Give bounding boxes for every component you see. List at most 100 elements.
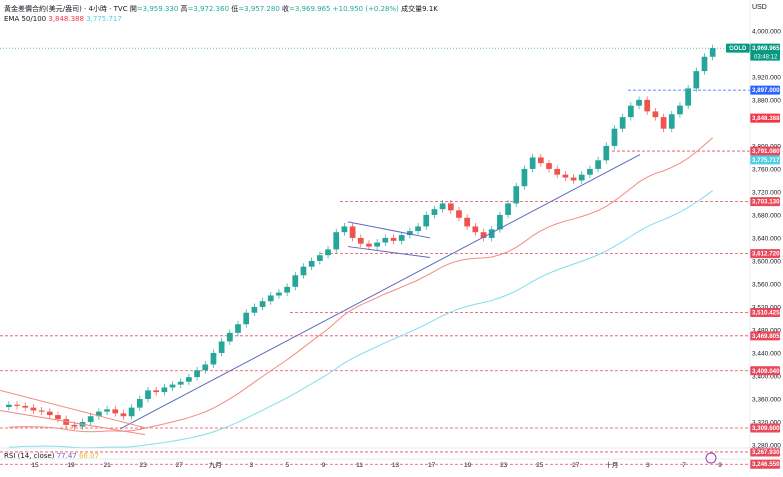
rsi-label: RSI (14, close) <box>4 452 55 460</box>
price-badge <box>750 155 780 165</box>
ema50-line <box>8 137 714 433</box>
price-badge <box>750 197 780 207</box>
y-tick-label: 3,720.000 <box>752 189 781 196</box>
price-badge <box>750 85 780 95</box>
price-badge-value: 3,612.720 <box>752 251 780 258</box>
price-badge-value: 3,703.130 <box>752 199 780 206</box>
candle-body <box>382 237 389 243</box>
candle-body <box>349 226 356 238</box>
x-tick-label: 19 <box>464 462 472 469</box>
wedge-upper <box>347 221 431 239</box>
candle-body <box>284 286 290 293</box>
candle-body <box>415 226 421 232</box>
candle-body <box>316 255 323 261</box>
candle-body <box>251 306 258 313</box>
candle-body <box>202 364 209 371</box>
price-badge-value: 3,848.388 <box>752 115 780 122</box>
price-badge <box>750 447 780 457</box>
x-tick-label: 11 <box>356 462 363 469</box>
candle-body <box>169 384 176 388</box>
price-badge <box>750 366 780 376</box>
candle-body <box>513 186 520 204</box>
price-badge-value: 3,897.000 <box>752 87 780 94</box>
x-tick-label: 19 <box>67 462 75 469</box>
close-label: 收 <box>282 5 290 13</box>
symbol-title: 黃金差價合約(美元/盎司) · 4小時 · TVC <box>4 5 128 13</box>
channel-lower <box>0 409 146 436</box>
candle-body <box>407 231 413 236</box>
candle-body <box>366 243 372 247</box>
candle-body <box>87 416 94 422</box>
candle-body <box>521 168 528 187</box>
candle-body <box>439 203 446 210</box>
rsi-legend[interactable]: RSI (14, close) 77.47 66.07 <box>4 452 99 460</box>
high-value: =3,972.360 <box>187 5 230 13</box>
candle-body <box>128 407 135 417</box>
candle-body <box>554 168 561 175</box>
candle-body <box>226 332 233 342</box>
x-tick-label: 7 <box>682 462 686 469</box>
candle-body <box>341 226 348 233</box>
candle-body <box>104 409 110 412</box>
candle-body <box>259 301 266 307</box>
candle-body <box>546 163 552 169</box>
ema-legend[interactable]: EMA 50/100 3,848.388 3,775.717 <box>4 15 122 23</box>
x-tick-label: 17 <box>428 462 436 469</box>
symbol-badge-label: GOLD <box>729 46 747 52</box>
alert-icon <box>705 452 717 464</box>
price-badge-value: 3,791.080 <box>752 148 780 155</box>
candle-body <box>603 145 610 161</box>
candle-body <box>677 105 683 115</box>
price-badge-value: 3,469.805 <box>752 333 780 340</box>
price-badge-value: 3,267.930 <box>752 449 780 456</box>
x-tick-label: 23 <box>140 462 148 469</box>
price-badge-value: 3,969.965 <box>752 45 780 52</box>
price-badge-value: 3,510.425 <box>752 309 780 316</box>
candle-body <box>497 214 503 230</box>
candle-body <box>431 209 438 215</box>
candle-body <box>120 413 127 417</box>
candle-body <box>243 312 250 325</box>
candle-body <box>390 237 397 241</box>
x-tick-label: 3 <box>646 462 650 469</box>
rsi-value-a: 77.47 <box>56 452 77 460</box>
candle-body <box>619 117 626 129</box>
candle-body <box>71 424 78 427</box>
candle-body <box>46 411 53 416</box>
candle-body <box>537 157 544 164</box>
candle-body <box>709 48 716 57</box>
y-tick-label: 3,320.000 <box>752 419 781 426</box>
ema100-value: 3,775.717 <box>86 15 122 23</box>
candle-body <box>529 157 536 169</box>
x-tick-label: 25 <box>536 462 544 469</box>
candle-body <box>701 56 708 72</box>
currency-label: USD <box>752 4 767 11</box>
candle-body <box>488 229 495 238</box>
candle-body <box>660 117 667 129</box>
candle-body <box>153 390 160 393</box>
price-badge-value: 3,409.040 <box>752 368 780 375</box>
candle-body <box>177 381 184 385</box>
ema100-line <box>8 190 713 449</box>
x-tick-label: 27 <box>572 462 580 469</box>
candle-body <box>423 214 430 227</box>
price-badge <box>750 459 780 469</box>
price-badge <box>750 249 780 259</box>
y-tick-label: 3,480.000 <box>752 327 781 334</box>
high-label: 高 <box>180 5 188 13</box>
x-tick-label: 9 <box>718 462 722 469</box>
candle-body <box>668 114 675 129</box>
close-value: =3,969.965 <box>289 5 331 13</box>
symbol-header: 黃金差價合約(美元/盎司) · 4小時 · TVC 開=3,959.330 高=… <box>4 4 438 14</box>
y-tick-label: 3,600.000 <box>752 258 781 265</box>
candle-body <box>595 160 601 169</box>
change-value: +10.950 (+0.28%) <box>332 5 399 13</box>
price-badge <box>750 307 780 317</box>
low-value: =3,957.280 <box>238 5 280 13</box>
candle-body <box>627 105 634 118</box>
open-label: 開 <box>129 5 137 13</box>
candle-body <box>145 390 151 399</box>
candle-body <box>472 226 479 233</box>
